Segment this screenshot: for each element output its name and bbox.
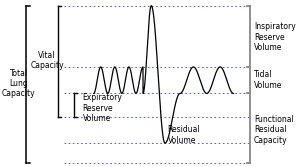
Text: Residual
Volume: Residual Volume: [168, 125, 200, 145]
Text: Expiratory
Reserve
Volume: Expiratory Reserve Volume: [83, 94, 123, 123]
Text: Inspiratory
Reserve
Volume: Inspiratory Reserve Volume: [254, 22, 296, 52]
Text: Functional
Residual
Capacity: Functional Residual Capacity: [254, 115, 294, 145]
Text: Total
Lung
Capacity: Total Lung Capacity: [2, 69, 36, 98]
Text: Tidal
Volume: Tidal Volume: [254, 70, 282, 90]
Text: Vital
Capacity: Vital Capacity: [30, 51, 64, 70]
